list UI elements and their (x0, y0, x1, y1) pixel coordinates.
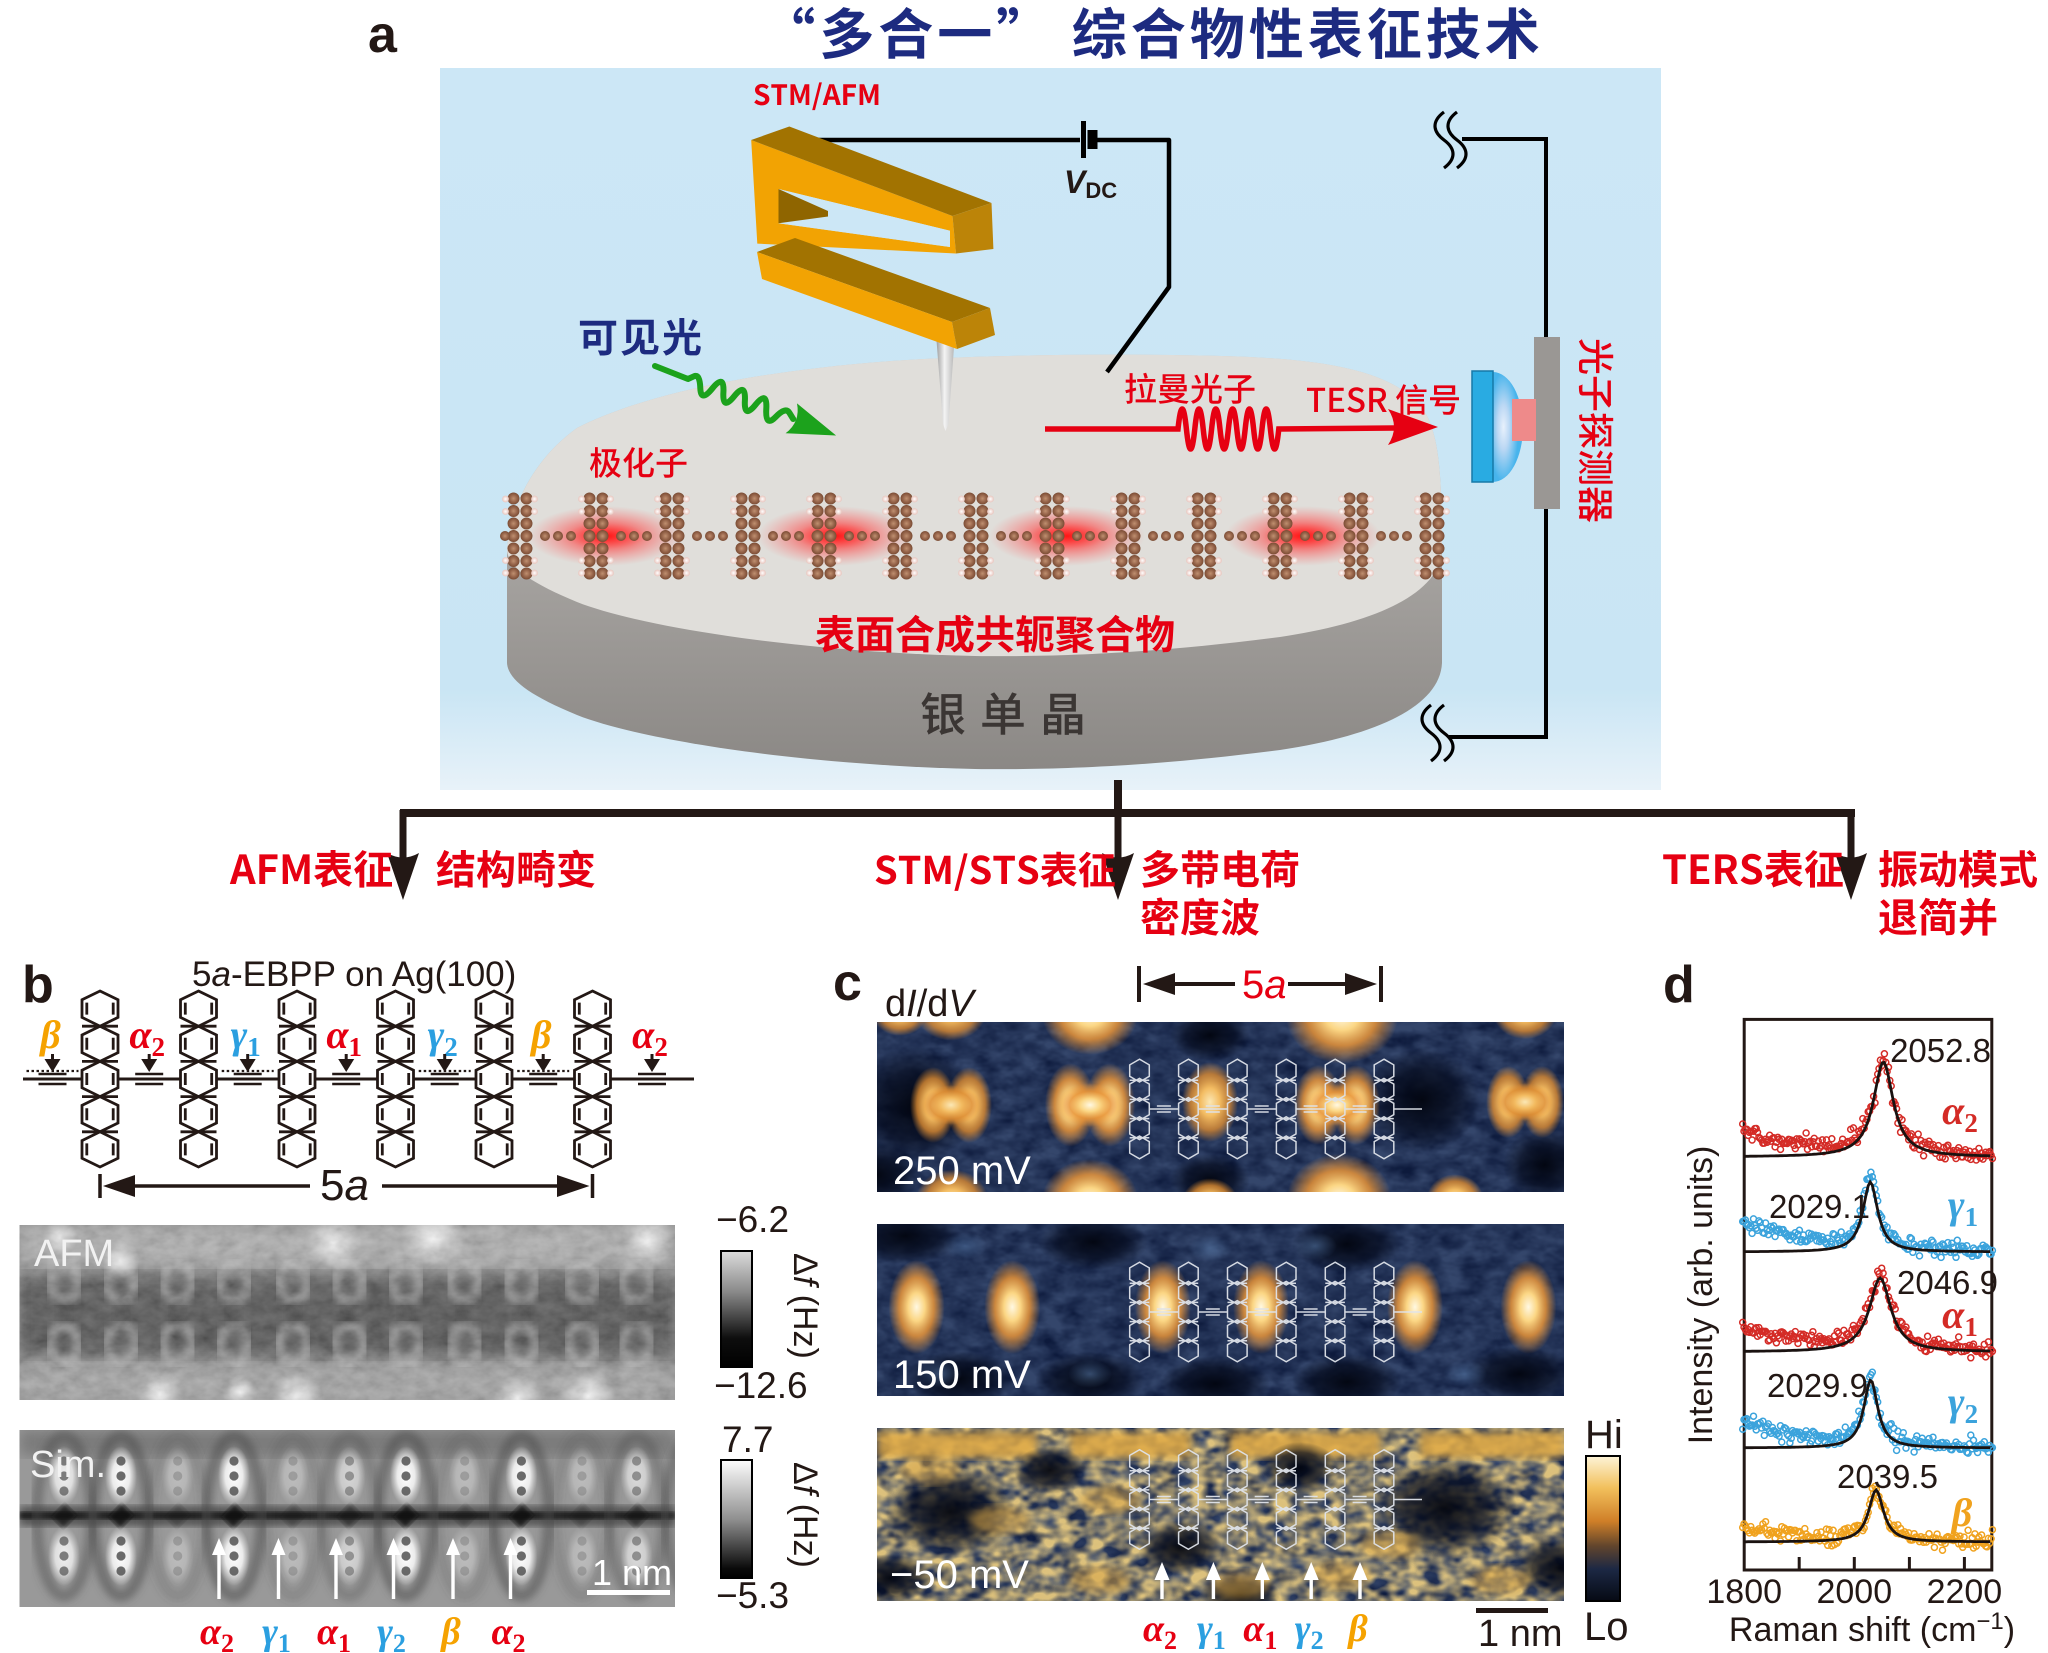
svg-text:Hi: Hi (1585, 1413, 1623, 1457)
svg-text:α1: α1 (326, 1012, 362, 1062)
svg-text:β: β (439, 1611, 461, 1653)
svg-text:Sim.: Sim. (30, 1444, 106, 1486)
svg-text:250 mV: 250 mV (893, 1149, 1031, 1193)
svg-text:Δf (Hz): Δf (Hz) (786, 1462, 824, 1568)
svg-text:2046.9: 2046.9 (1897, 1264, 1998, 1301)
svg-text:Lo: Lo (1584, 1605, 1629, 1649)
svg-text:β: β (1346, 1608, 1368, 1650)
svg-text:2052.8: 2052.8 (1890, 1032, 1991, 1069)
svg-text:γ2: γ2 (1295, 1608, 1324, 1653)
svg-text:AFM: AFM (34, 1233, 114, 1275)
svg-text:7.7: 7.7 (722, 1419, 773, 1460)
svg-text:Raman shift (cm−1): Raman shift (cm−1) (1729, 1608, 2015, 1649)
svg-text:−6.2: −6.2 (716, 1199, 789, 1240)
svg-text:Intensity (arb. units): Intensity (arb. units) (1682, 1146, 1720, 1445)
svg-text:Δf (Hz): Δf (Hz) (786, 1253, 824, 1359)
svg-text:2000: 2000 (1816, 1573, 1892, 1611)
svg-text:a: a (368, 6, 398, 64)
svg-text:2029.1: 2029.1 (1769, 1188, 1870, 1225)
svg-text:β: β (1950, 1490, 1973, 1535)
svg-text:γ2: γ2 (377, 1611, 406, 1653)
svg-text:2029.9: 2029.9 (1767, 1367, 1868, 1404)
svg-text:1 nm: 1 nm (592, 1552, 672, 1593)
svg-text:b: b (22, 956, 54, 1014)
svg-text:c: c (833, 954, 862, 1012)
svg-text:β: β (38, 1012, 61, 1057)
svg-text:1800: 1800 (1706, 1573, 1782, 1611)
svg-text:−12.6: −12.6 (714, 1365, 808, 1406)
svg-text:2039.5: 2039.5 (1837, 1458, 1938, 1495)
svg-text:α1: α1 (1942, 1292, 1978, 1342)
svg-text:γ1: γ1 (262, 1611, 291, 1653)
svg-text:150 mV: 150 mV (893, 1353, 1031, 1397)
svg-text:5a-EBPP on Ag(100): 5a-EBPP on Ag(100) (192, 955, 516, 994)
svg-text:−50 mV: −50 mV (890, 1553, 1029, 1597)
svg-text:α2: α2 (632, 1012, 668, 1062)
svg-text:1 nm: 1 nm (1478, 1613, 1562, 1653)
svg-text:5a: 5a (320, 1161, 369, 1210)
svg-text:dI/dV: dI/dV (885, 983, 977, 1025)
svg-text:−5.3: −5.3 (716, 1575, 789, 1616)
svg-text:β: β (529, 1012, 552, 1057)
svg-text:d: d (1663, 956, 1695, 1014)
svg-text:2200: 2200 (1927, 1573, 2003, 1611)
svg-text:5a: 5a (1242, 963, 1287, 1007)
